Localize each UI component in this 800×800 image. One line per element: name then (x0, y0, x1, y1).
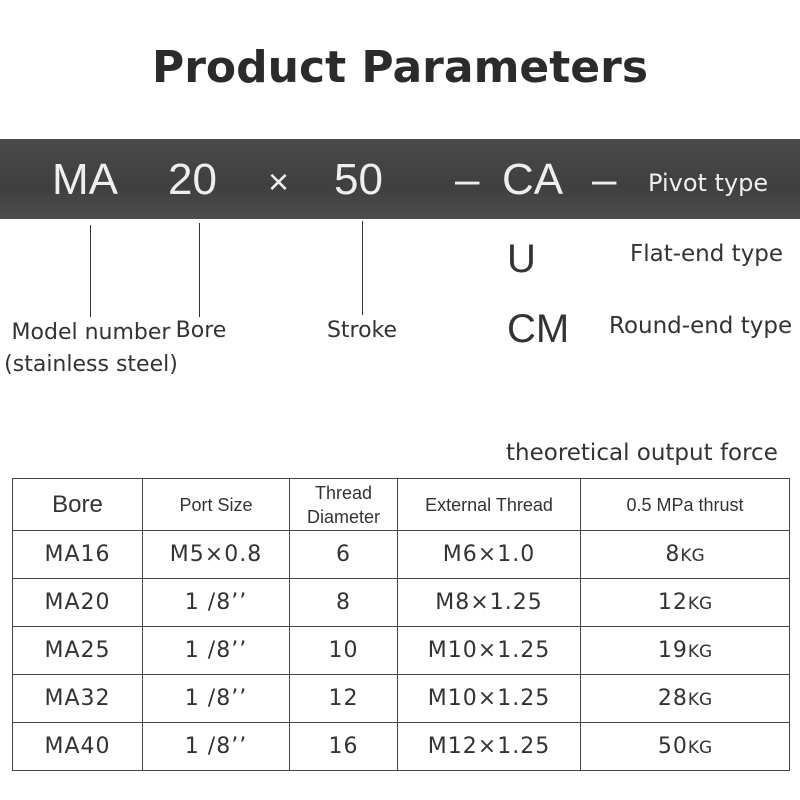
stroke-label: Stroke (326, 318, 398, 343)
thrust-unit: KG (687, 690, 713, 710)
header-bore: Bore (12, 478, 143, 531)
table-row: MA16 M5×0.8 6 M6×1.0 8KG (12, 530, 790, 579)
cell-bore: MA40 (12, 722, 143, 771)
thrust-unit: KG (680, 546, 705, 566)
cell-port-size: 1 /8’’ (142, 578, 290, 627)
cell-thrust: 19KG (580, 626, 790, 675)
thrust-unit: KG (687, 738, 713, 758)
thrust-value: 12 (657, 590, 688, 615)
type-desc-round: Round-end type (609, 313, 793, 339)
code-dash: – (455, 155, 480, 204)
cell-port-size: 1 /8’’ (142, 674, 290, 723)
cell-external-thread: M10×1.25 (397, 626, 581, 675)
header-port-size: Port Size (142, 478, 290, 531)
type-code-u: U (507, 237, 536, 281)
model-pointer-line (90, 225, 91, 317)
parameters-table: Bore Port Size Thread Diameter External … (12, 478, 790, 771)
cell-port-size: 1 /8’’ (142, 626, 290, 675)
cell-port-size: 1 /8’’ (142, 722, 290, 771)
cell-port-size: M5×0.8 (142, 530, 290, 579)
model-number-label: Model number (stainless steel) (4, 320, 178, 377)
cell-bore: MA20 (12, 578, 143, 627)
cell-external-thread: M6×1.0 (397, 530, 581, 579)
cell-thrust: 12KG (580, 578, 790, 627)
cell-bore: MA32 (12, 674, 143, 723)
table-row: MA40 1 /8’’ 16 M12×1.25 50KG (12, 722, 790, 771)
cell-thrust: 28KG (580, 674, 790, 723)
code-type: CA (502, 155, 564, 204)
type-code-cm: CM (507, 307, 570, 351)
cell-thread-diameter: 12 (289, 674, 398, 723)
type-desc-flat: Flat-end type (630, 241, 784, 267)
cell-thread-diameter: 10 (289, 626, 398, 675)
cell-thrust: 8KG (580, 530, 790, 579)
header-thrust: 0.5 MPa thrust (580, 478, 790, 531)
header-thread-diameter: Thread Diameter (289, 478, 398, 531)
thrust-value: 19 (657, 638, 688, 663)
thrust-unit: KG (687, 594, 713, 614)
thrust-value: 50 (657, 734, 688, 759)
thrust-unit: KG (687, 642, 713, 662)
cell-external-thread: M8×1.25 (397, 578, 581, 627)
bore-label: Bore (175, 318, 227, 343)
table-header-row: Bore Port Size Thread Diameter External … (12, 478, 790, 531)
table-row: MA20 1 /8’’ 8 M8×1.25 12KG (12, 578, 790, 627)
header-external-thread: External Thread (397, 478, 581, 531)
cell-thrust: 50KG (580, 722, 790, 771)
table-caption: theoretical output force (506, 440, 778, 466)
cell-external-thread: M12×1.25 (397, 722, 581, 771)
stroke-pointer-line (362, 221, 363, 315)
table-row: MA25 1 /8’’ 10 M10×1.25 19KG (12, 626, 790, 675)
model-code-band (0, 139, 800, 219)
pivot-type-label: Pivot type (648, 169, 769, 197)
thrust-value: 28 (657, 686, 688, 711)
page-title: Product Parameters (151, 42, 649, 93)
bore-pointer-line (199, 223, 200, 317)
cell-thread-diameter: 8 (289, 578, 398, 627)
code-model: MA (52, 155, 118, 204)
cell-bore: MA25 (12, 626, 143, 675)
table-row: MA32 1 /8’’ 12 M10×1.25 28KG (12, 674, 790, 723)
thrust-value: 8 (665, 542, 681, 567)
code-bore: 20 (168, 155, 217, 204)
code-dash: – (592, 155, 617, 204)
cell-bore: MA16 (12, 530, 143, 579)
code-times: × (268, 161, 290, 202)
code-stroke: 50 (334, 155, 383, 204)
cell-thread-diameter: 16 (289, 722, 398, 771)
cell-external-thread: M10×1.25 (397, 674, 581, 723)
cell-thread-diameter: 6 (289, 530, 398, 579)
